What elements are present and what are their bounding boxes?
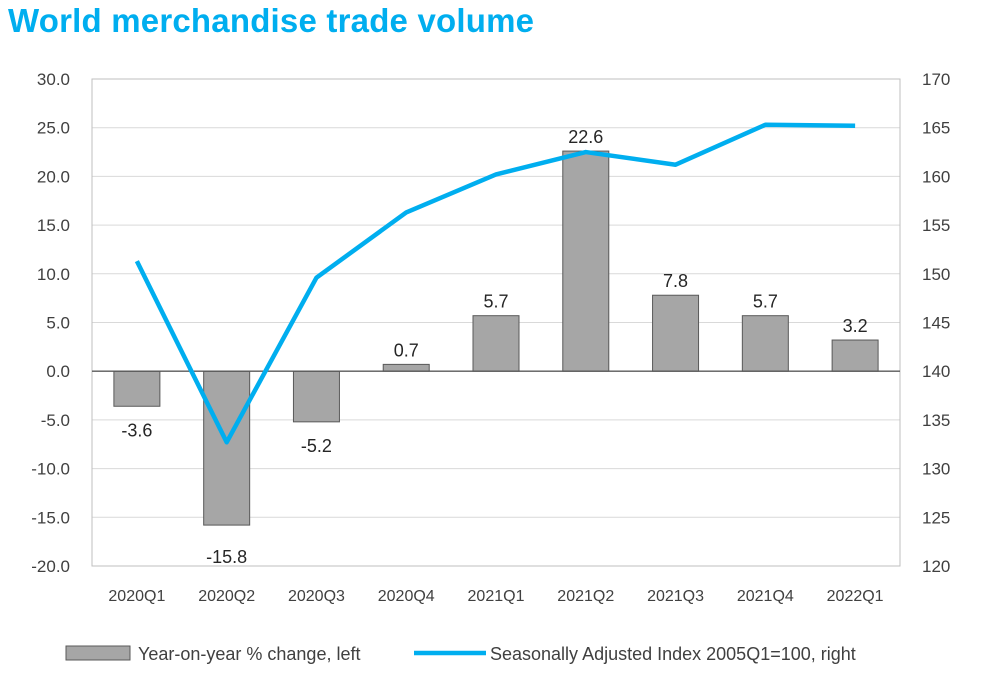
y-left-tick-label: -10.0 [31, 460, 70, 479]
y-left-tick-label: 15.0 [37, 216, 70, 235]
y-right-tick-label: 145 [922, 314, 950, 333]
y-right-tick-label: 120 [922, 557, 950, 576]
y-left-tick-label: 25.0 [37, 119, 70, 138]
y-right-tick-label: 135 [922, 411, 950, 430]
bar-data-label: -3.6 [121, 420, 152, 440]
plot-frame [91, 78, 901, 567]
legend-bar-label: Year-on-year % change, left [138, 644, 360, 664]
y-left-tick-label: 0.0 [46, 362, 70, 381]
bar-data-label: 22.6 [568, 127, 603, 147]
x-tick-label: 2021Q4 [737, 588, 794, 605]
bar-data-label: 7.8 [663, 271, 688, 291]
y-left-tick-label: 20.0 [37, 167, 70, 186]
y-right-tick-label: 155 [922, 216, 950, 235]
bar-data-label: -5.2 [301, 436, 332, 456]
bar [562, 150, 610, 372]
x-tick-label: 2022Q1 [827, 588, 884, 605]
bar-data-label: 3.2 [843, 316, 868, 336]
y-left-tick-label: 10.0 [37, 265, 70, 284]
y-right-tick-label: 125 [922, 508, 950, 527]
y-right-tick-label: 170 [922, 70, 950, 89]
x-tick-label: 2021Q1 [468, 588, 525, 605]
x-tick-label: 2021Q2 [557, 588, 614, 605]
y-right-tick-label: 140 [922, 362, 950, 381]
bar-data-label: 5.7 [753, 292, 778, 312]
y-left-tick-label: -15.0 [31, 508, 70, 527]
x-tick-label: 2020Q4 [378, 588, 435, 605]
x-tick-label: 2020Q2 [198, 588, 255, 605]
data-label-bg [194, 537, 259, 566]
x-tick-label: 2020Q3 [288, 588, 345, 605]
y-left-tick-label: -5.0 [41, 411, 70, 430]
x-tick-label: 2021Q3 [647, 588, 704, 605]
x-tick-label: 2020Q1 [108, 588, 165, 605]
bar-data-label: 0.7 [394, 340, 419, 360]
legend-bar-swatch [65, 645, 131, 661]
y-right-tick-label: 130 [922, 460, 950, 479]
chart-title: World merchandise trade volume [8, 2, 535, 39]
bar [203, 370, 251, 526]
bar [472, 315, 520, 372]
bar [113, 370, 161, 407]
y-left-tick-label: -20.0 [31, 557, 70, 576]
bar [292, 370, 340, 423]
bar [382, 363, 430, 372]
y-left-tick-label: 5.0 [46, 314, 70, 333]
bar [741, 315, 789, 372]
bar-data-label: 5.7 [483, 292, 508, 312]
y-left-tick-label: 30.0 [37, 70, 70, 89]
bar [831, 339, 879, 372]
y-right-tick-label: 165 [922, 119, 950, 138]
y-right-tick-label: 150 [922, 265, 950, 284]
bar-data-label: -15.8 [206, 547, 247, 567]
y-right-tick-label: 160 [922, 167, 950, 186]
bar [652, 294, 700, 372]
legend-line-label: Seasonally Adjusted Index 2005Q1=100, ri… [490, 644, 856, 664]
